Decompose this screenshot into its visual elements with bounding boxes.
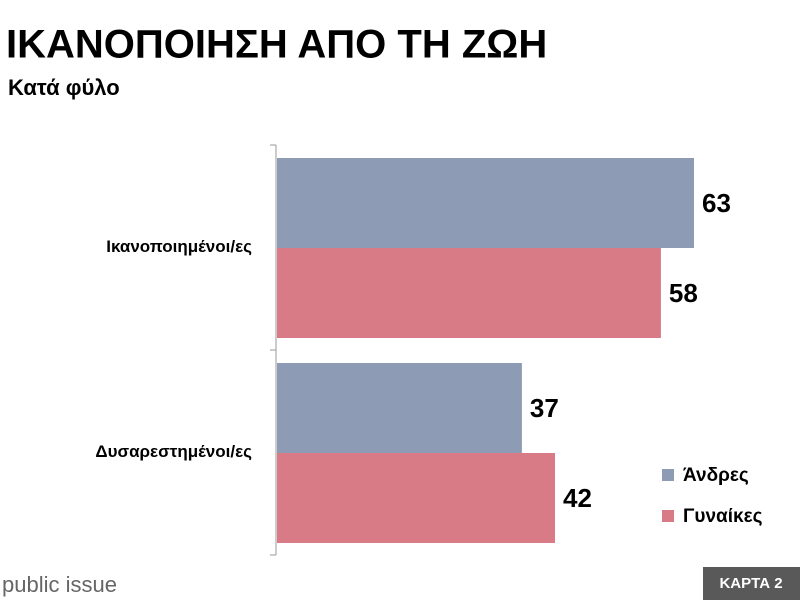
legend-label: Γυναίκες [683, 506, 763, 527]
card-label: ΚΑΡΤΑ 2 [719, 575, 782, 592]
category-label: Ικανοποιημένοι/ες [106, 237, 252, 256]
bar [277, 158, 694, 248]
chart-title: ΙΚΑΝΟΠΟΙΗΣΗ ΑΠΟ ΤΗ ΖΩΗ [6, 23, 547, 67]
value-label: 42 [563, 483, 592, 513]
bar [277, 363, 522, 453]
value-label: 58 [669, 278, 698, 308]
legend-swatch [662, 469, 674, 481]
source-logo: public issue [2, 572, 117, 597]
value-label: 63 [702, 188, 731, 218]
value-label: 37 [530, 393, 559, 423]
legend-label: Άνδρες [683, 465, 749, 486]
chart-subtitle: Κατά φύλο [8, 75, 120, 100]
bar [277, 248, 661, 338]
legend-swatch [662, 510, 674, 522]
bar [277, 453, 555, 543]
card-label-box [703, 567, 800, 600]
category-label: Δυσαρεστημένοι/ες [95, 442, 252, 461]
